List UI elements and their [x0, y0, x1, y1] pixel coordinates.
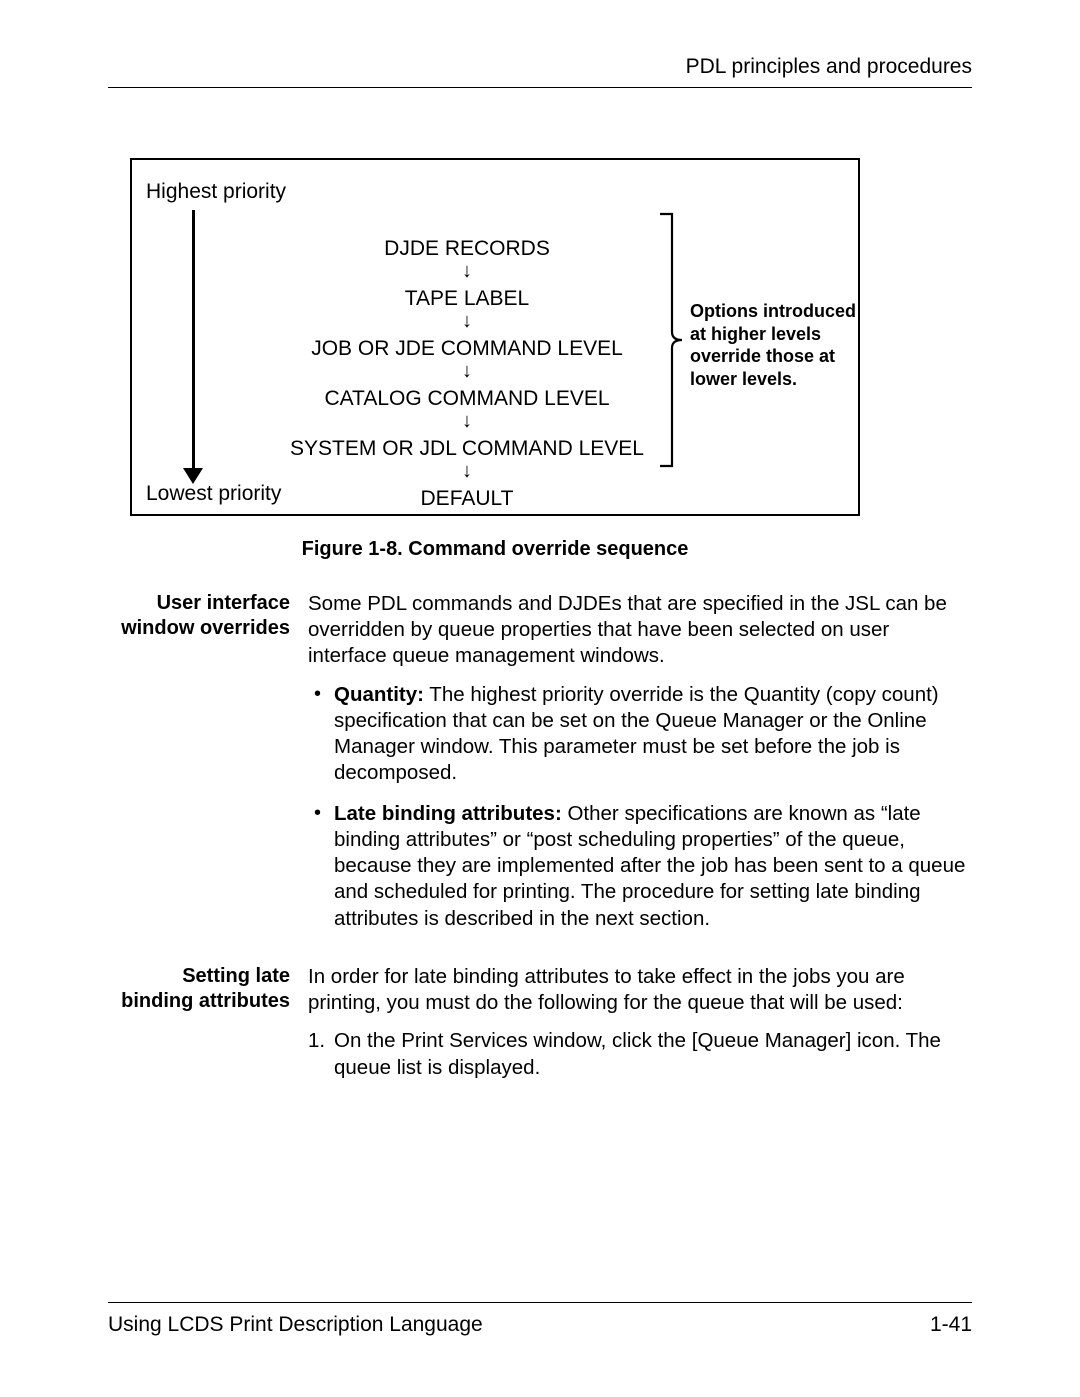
- down-arrow-icon: ↓: [462, 464, 472, 478]
- footer-right: 1-41: [930, 1313, 972, 1337]
- right-brace-icon: [652, 210, 692, 470]
- footer: Using LCDS Print Description Language 1-…: [108, 1302, 972, 1337]
- late-binding-heading: Setting late binding attributes: [108, 964, 308, 1093]
- header-rule: [108, 87, 972, 88]
- level-1: TAPE LABEL: [282, 287, 652, 311]
- bullet-quantity: Quantity: The highest priority override …: [308, 682, 972, 787]
- figure-box: Highest priority Lowest priority DJDE RE…: [130, 158, 860, 516]
- level-0: DJDE RECORDS: [282, 237, 652, 261]
- footer-left: Using LCDS Print Description Language: [108, 1313, 483, 1337]
- down-arrow-icon: ↓: [462, 314, 472, 328]
- page: PDL principles and procedures Highest pr…: [0, 0, 1080, 1397]
- down-arrow-icon: ↓: [462, 264, 472, 278]
- hierarchy-levels: DJDE RECORDS ↓ TAPE LABEL ↓ JOB OR JDE C…: [282, 235, 652, 511]
- brace-group: Options introduced at higher levels over…: [652, 210, 852, 470]
- bullet-text: The highest priority override is the Qua…: [334, 683, 939, 785]
- late-binding-intro: In order for late binding attributes to …: [308, 964, 972, 1016]
- bullet-term: Late binding attributes:: [334, 802, 562, 825]
- step-1: On the Print Services window, click the …: [308, 1028, 972, 1080]
- level-2: JOB OR JDE COMMAND LEVEL: [282, 337, 652, 361]
- highest-priority-label: Highest priority: [146, 180, 286, 204]
- level-4: SYSTEM OR JDL COMMAND LEVEL: [282, 437, 652, 461]
- figure-caption: Figure 1-8. Command override sequence: [130, 538, 860, 561]
- section-late-binding: Setting late binding attributes In order…: [108, 964, 972, 1093]
- override-note: Options introduced at higher levels over…: [690, 300, 860, 390]
- down-arrow-icon: ↓: [462, 364, 472, 378]
- ui-overrides-heading: User interface window overrides: [108, 591, 308, 946]
- bullet-late-binding: Late binding attributes: Other specifica…: [308, 801, 972, 932]
- level-5: DEFAULT: [282, 487, 652, 511]
- priority-arrow-head-icon: [183, 468, 203, 484]
- section-ui-overrides: User interface window overrides Some PDL…: [108, 591, 972, 946]
- priority-arrow-line: [192, 210, 195, 475]
- lowest-priority-label: Lowest priority: [146, 482, 281, 506]
- level-3: CATALOG COMMAND LEVEL: [282, 387, 652, 411]
- footer-rule: [108, 1302, 972, 1303]
- bullet-term: Quantity:: [334, 683, 424, 706]
- ui-overrides-intro: Some PDL commands and DJDEs that are spe…: [308, 591, 972, 670]
- running-header: PDL principles and procedures: [108, 55, 972, 87]
- down-arrow-icon: ↓: [462, 414, 472, 428]
